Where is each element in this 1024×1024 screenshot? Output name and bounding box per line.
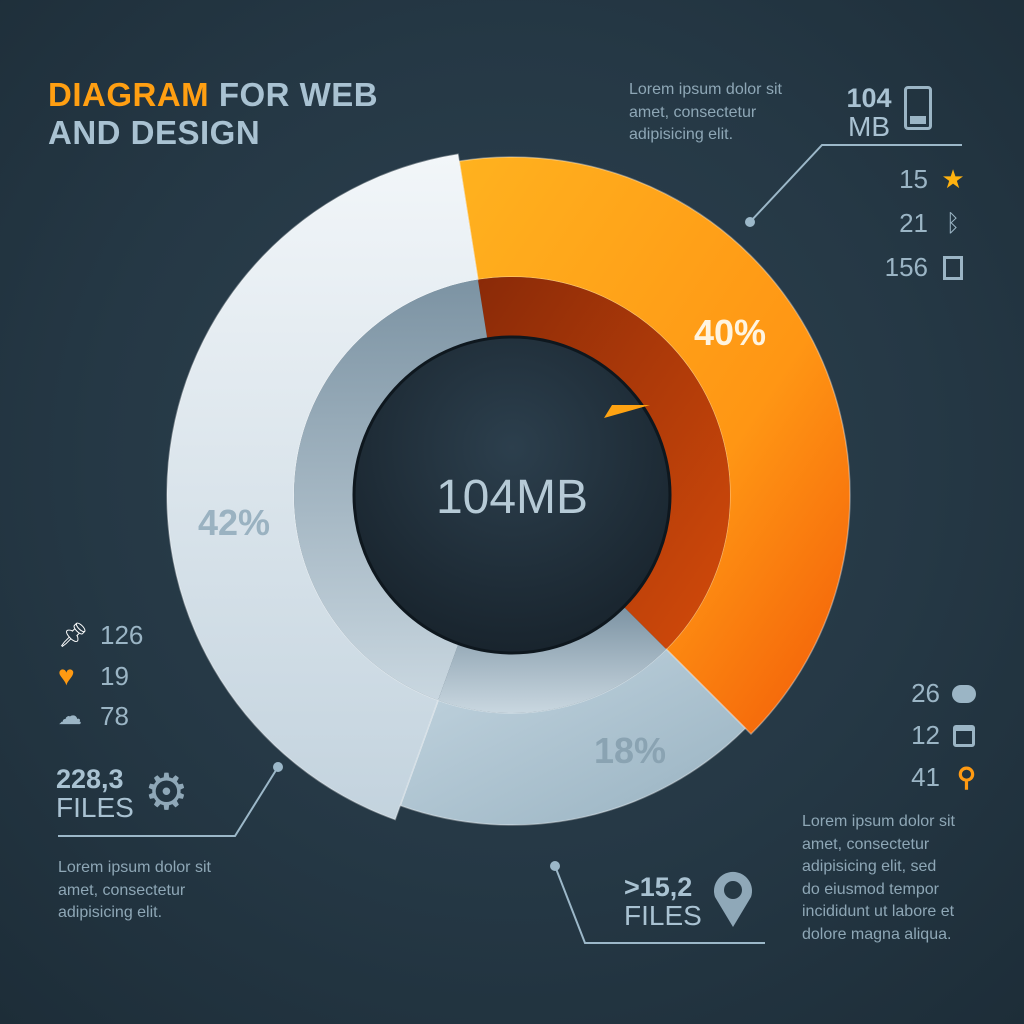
film-icon [943, 255, 963, 280]
leader-line-left [58, 766, 279, 837]
leader-line-top [749, 144, 962, 223]
tablet-icon [904, 86, 932, 130]
pointer-icon [604, 405, 650, 418]
gear-icon: ⚙ [144, 764, 189, 820]
files-value: >15,2 [624, 872, 693, 902]
stat-cloud: ☁ 78 [58, 701, 143, 732]
title-line2: AND DESIGN [48, 114, 261, 151]
stat-search: 41 ⚲ [911, 762, 976, 793]
bottom-files: >15,2 FILES [624, 873, 702, 931]
title-line1: FOR WEB [209, 76, 379, 113]
text-line: adipisicing elit. [629, 126, 734, 143]
slice-inner-band [477, 276, 730, 650]
text-line: Lorem ipsum dolor sit [629, 81, 782, 98]
stat-value: 19 [100, 660, 129, 691]
page-title: DIAGRAM FOR WEB AND DESIGN [48, 76, 378, 152]
text-line: adipisicing elit, sed [802, 858, 937, 875]
stat-value: 41 [911, 762, 940, 792]
stat-value: 12 [911, 720, 940, 750]
slice-inner-band [294, 279, 488, 701]
text-line: amet, consectetur [802, 835, 930, 853]
bluetooth-icon: ᛒ [945, 209, 961, 237]
text-line: Lorem ipsum dolor sit [58, 859, 211, 876]
stat-chat: 26 [911, 678, 976, 709]
text-line: adipisicing elit. [58, 904, 163, 921]
leader-lines [58, 144, 962, 944]
star-icon: ★ [941, 164, 965, 194]
title-accent: DIAGRAM [48, 76, 210, 113]
stat-value: 21 [899, 208, 928, 238]
size-unit: MB [848, 111, 890, 142]
slice-label-orange: 40% [694, 312, 767, 353]
slice-label-grey: 18% [594, 730, 667, 771]
pin-icon: 📌︎ [58, 622, 89, 649]
stat-value: 126 [100, 620, 144, 650]
left-description: Lorem ipsum dolor sit amet, consectetur … [58, 857, 211, 925]
text-line: do eiusmod tempor [802, 880, 939, 898]
leader-dot [745, 217, 755, 227]
stat-heart: ♥ 19 [58, 660, 143, 692]
calendar-icon [953, 724, 975, 747]
stat-bluetooth: 21 ᛒ [899, 208, 966, 239]
heart-icon: ♥ [58, 660, 75, 691]
files-label: FILES [624, 900, 702, 931]
size-value: 104 [846, 83, 892, 113]
stat-stars: 15 ★ [899, 164, 966, 195]
files-label: FILES [56, 792, 134, 823]
stat-pin: 📌︎ 126 [58, 620, 143, 651]
bottom-description: Lorem ipsum dolor sit amet, consectetur … [802, 811, 955, 946]
stat-film: 156 [885, 252, 966, 283]
slice-inner-band [438, 606, 667, 713]
bottom-stats: 26 12 41 ⚲ [911, 678, 976, 793]
top-stats: 15 ★ 21 ᛒ 156 [885, 164, 966, 283]
text-line: dolore magna aliqua. [802, 925, 952, 943]
top-description: Lorem ipsum dolor sit amet, consectetur … [629, 79, 782, 147]
stat-calendar: 12 [911, 720, 976, 751]
leader-dot [273, 762, 283, 772]
left-files: 228,3 FILES [56, 765, 134, 823]
center-disc [352, 335, 672, 655]
stat-value: 78 [100, 701, 129, 731]
search-icon: ⚲ [956, 762, 976, 792]
slice-label-white: 42% [198, 502, 271, 543]
text-line: amet, consectetur [629, 103, 757, 121]
stat-value: 156 [884, 252, 928, 282]
leader-line-bottom [554, 865, 765, 944]
leader-dot [550, 861, 560, 871]
chat-icon [952, 684, 976, 703]
stat-value: 15 [899, 164, 928, 194]
text-line: Lorem ipsum dolor sit [802, 813, 955, 830]
left-stats: 📌︎ 126 ♥ 19 ☁ 78 [58, 620, 143, 732]
stat-value: 26 [911, 678, 940, 708]
files-value: 228,3 [56, 764, 124, 794]
text-line: incididunt ut labore et [802, 903, 955, 920]
size-readout: 104 MB [843, 84, 895, 142]
center-label: 104MB [435, 471, 589, 524]
cloud-upload-icon: ☁ [58, 703, 82, 730]
text-line: amet, consectetur [58, 881, 186, 899]
